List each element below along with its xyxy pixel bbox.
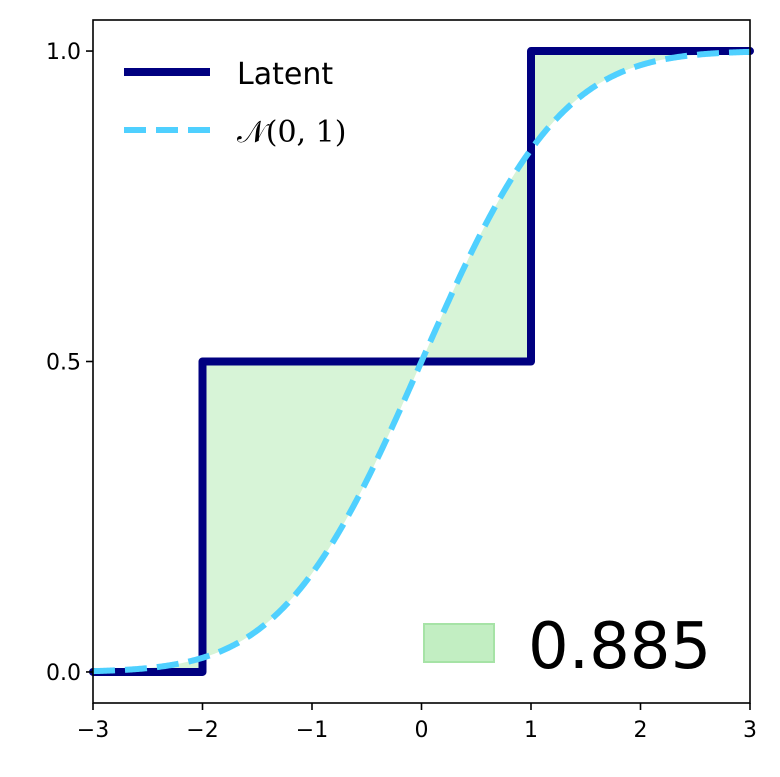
- area-legend-swatch: [423, 623, 495, 663]
- x-tick-label: 3: [743, 718, 757, 743]
- y-tick-label: 0.0: [46, 661, 81, 686]
- lines-layer: [89, 47, 754, 676]
- area-legend-value: 0.885: [528, 610, 711, 684]
- legend: Latent 𝒩(0, 1): [124, 57, 346, 150]
- x-tick-label: −1: [296, 718, 328, 743]
- normal-cdf-line: [92, 48, 751, 675]
- legend-latent-label: Latent: [237, 57, 333, 92]
- legend-normal-label: 𝒩(0, 1): [237, 115, 346, 150]
- ticks-layer: −3 −2 −1 0 1 2 3 0.0 0.5 1.0: [46, 40, 757, 743]
- y-tick-label: 1.0: [46, 40, 81, 65]
- x-tick-label: 0: [415, 718, 429, 743]
- y-tick-label: 0.5: [46, 351, 81, 376]
- x-tick-label: 2: [634, 718, 648, 743]
- area-legend: 0.885: [423, 610, 711, 684]
- x-tick-label: −2: [186, 718, 218, 743]
- x-tick-label: −3: [77, 718, 109, 743]
- x-tick-label: 1: [524, 718, 538, 743]
- latent-line: [89, 47, 754, 676]
